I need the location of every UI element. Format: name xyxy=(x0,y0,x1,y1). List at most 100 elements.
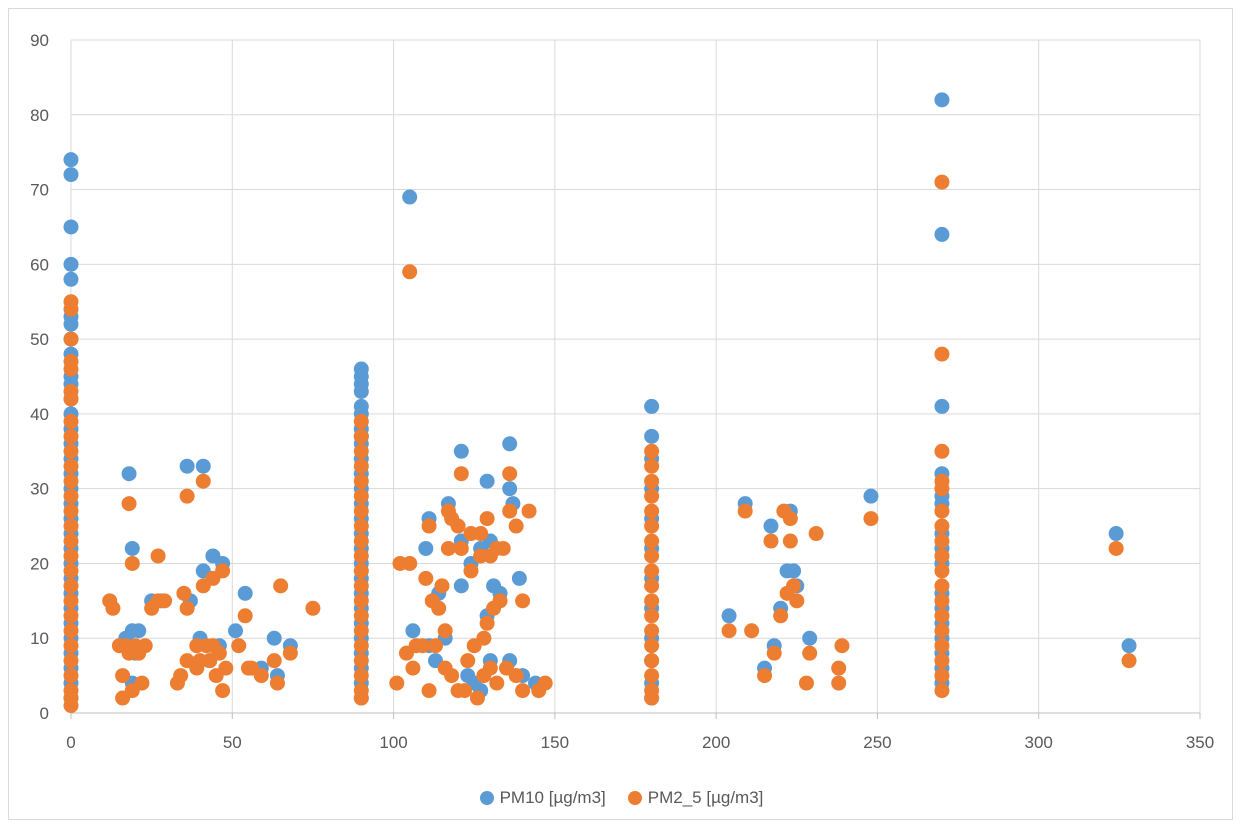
point-pm2-5 xyxy=(521,503,537,519)
chart-area: 0 10 20 30 40 50 60 70 80 90 0 50 100 150 200 250 300 35… xyxy=(8,8,1233,820)
point-pm2-5 xyxy=(644,503,660,519)
point-pm10 xyxy=(934,226,950,242)
point-pm10 xyxy=(63,167,79,183)
point-pm2-5 xyxy=(502,503,518,519)
point-pm2-5 xyxy=(508,518,524,534)
point-pm2-5 xyxy=(437,623,453,639)
point-pm2-5 xyxy=(402,264,418,280)
point-pm2-5 xyxy=(934,503,950,519)
point-pm2-5 xyxy=(482,660,498,676)
point-pm2-5 xyxy=(63,301,79,317)
point-pm2-5 xyxy=(495,540,511,556)
point-pm2-5 xyxy=(644,623,660,639)
x-tick-label: 350 xyxy=(1186,733,1214,752)
point-pm2-5 xyxy=(773,608,789,624)
point-pm2-5 xyxy=(63,473,79,489)
point-pm2-5 xyxy=(834,638,850,654)
point-pm2-5 xyxy=(644,443,660,459)
point-pm2-5 xyxy=(934,481,950,497)
point-pm10 xyxy=(237,585,253,601)
point-pm2-5 xyxy=(492,593,508,609)
y-tick-labels: 0 10 20 30 40 50 60 70 80 90 xyxy=(30,31,49,723)
point-pm10 xyxy=(418,540,434,556)
point-pm10 xyxy=(934,92,950,108)
point-pm2-5 xyxy=(934,533,950,549)
point-pm2-5 xyxy=(766,645,782,661)
y-tick-label: 70 xyxy=(30,181,49,200)
point-pm10 xyxy=(802,630,818,646)
point-pm2-5 xyxy=(415,638,431,654)
point-pm2-5 xyxy=(644,548,660,564)
x-tick-label: 250 xyxy=(863,733,891,752)
point-pm2-5 xyxy=(353,488,369,504)
point-pm2-5 xyxy=(63,593,79,609)
point-pm10 xyxy=(266,630,282,646)
point-pm2-5 xyxy=(644,578,660,594)
point-pm10 xyxy=(63,271,79,287)
point-pm2-5 xyxy=(63,458,79,474)
point-pm2-5 xyxy=(63,361,79,377)
point-pm2-5 xyxy=(763,533,779,549)
point-pm2-5 xyxy=(63,653,79,669)
x-tick-label: 200 xyxy=(702,733,730,752)
legend-label-pm10: PM10 [µg/m3] xyxy=(499,788,606,807)
point-pm2-5 xyxy=(63,608,79,624)
point-pm10 xyxy=(1121,638,1137,654)
legend-marker-pm10 xyxy=(479,791,494,805)
point-pm10 xyxy=(934,398,950,414)
y-tick-label: 60 xyxy=(30,255,49,274)
point-pm2-5 xyxy=(434,578,450,594)
point-pm10 xyxy=(63,316,79,332)
point-pm2-5 xyxy=(934,683,950,699)
point-pm2-5 xyxy=(63,668,79,684)
point-pm2-5 xyxy=(353,533,369,549)
point-pm2-5 xyxy=(831,675,847,691)
point-pm2-5 xyxy=(269,675,285,691)
point-pm2-5 xyxy=(644,668,660,684)
point-pm2-5 xyxy=(934,518,950,534)
point-pm2-5 xyxy=(757,668,773,684)
point-pm2-5 xyxy=(934,608,950,624)
point-pm2-5 xyxy=(121,496,137,512)
x-tick-label: 150 xyxy=(541,733,569,752)
point-pm2-5 xyxy=(644,638,660,654)
point-pm2-5 xyxy=(195,473,211,489)
point-pm2-5 xyxy=(353,653,369,669)
point-pm2-5 xyxy=(63,503,79,519)
point-pm10 xyxy=(405,623,421,639)
point-pm10 xyxy=(721,608,737,624)
x-tick-label: 100 xyxy=(379,733,407,752)
legend: PM10 [µg/m3] PM2_5 [µg/m3] xyxy=(0,786,1243,810)
point-pm2-5 xyxy=(934,346,950,362)
point-pm2-5 xyxy=(934,623,950,639)
gridlines xyxy=(71,39,1201,713)
x-tick-labels: 0 50 100 150 200 250 300 350 xyxy=(66,733,1214,752)
point-pm2-5 xyxy=(231,638,247,654)
point-pm2-5 xyxy=(353,428,369,444)
point-pm2-5 xyxy=(1121,653,1137,669)
point-pm2-5 xyxy=(473,526,489,542)
y-tick-label: 40 xyxy=(30,405,49,424)
point-pm2-5 xyxy=(721,623,737,639)
point-pm2-5 xyxy=(105,600,121,616)
point-pm2-5 xyxy=(934,593,950,609)
point-pm2-5 xyxy=(215,683,231,699)
point-pm2-5 xyxy=(644,533,660,549)
point-pm2-5 xyxy=(389,675,405,691)
x-tick-label: 0 xyxy=(66,733,75,752)
point-pm2-5 xyxy=(489,675,505,691)
point-pm2-5 xyxy=(431,600,447,616)
point-pm2-5 xyxy=(63,698,79,714)
y-tick-label: 90 xyxy=(30,31,49,50)
point-pm2-5 xyxy=(934,563,950,579)
point-pm2-5 xyxy=(305,600,321,616)
point-pm2-5 xyxy=(282,645,298,661)
point-pm2-5 xyxy=(644,563,660,579)
point-pm2-5 xyxy=(644,690,660,706)
point-pm2-5 xyxy=(479,511,495,527)
x-tick-label: 50 xyxy=(223,733,242,752)
point-pm2-5 xyxy=(63,428,79,444)
point-pm2-5 xyxy=(266,653,282,669)
y-tick-label: 30 xyxy=(30,480,49,499)
point-pm2-5 xyxy=(418,570,434,586)
